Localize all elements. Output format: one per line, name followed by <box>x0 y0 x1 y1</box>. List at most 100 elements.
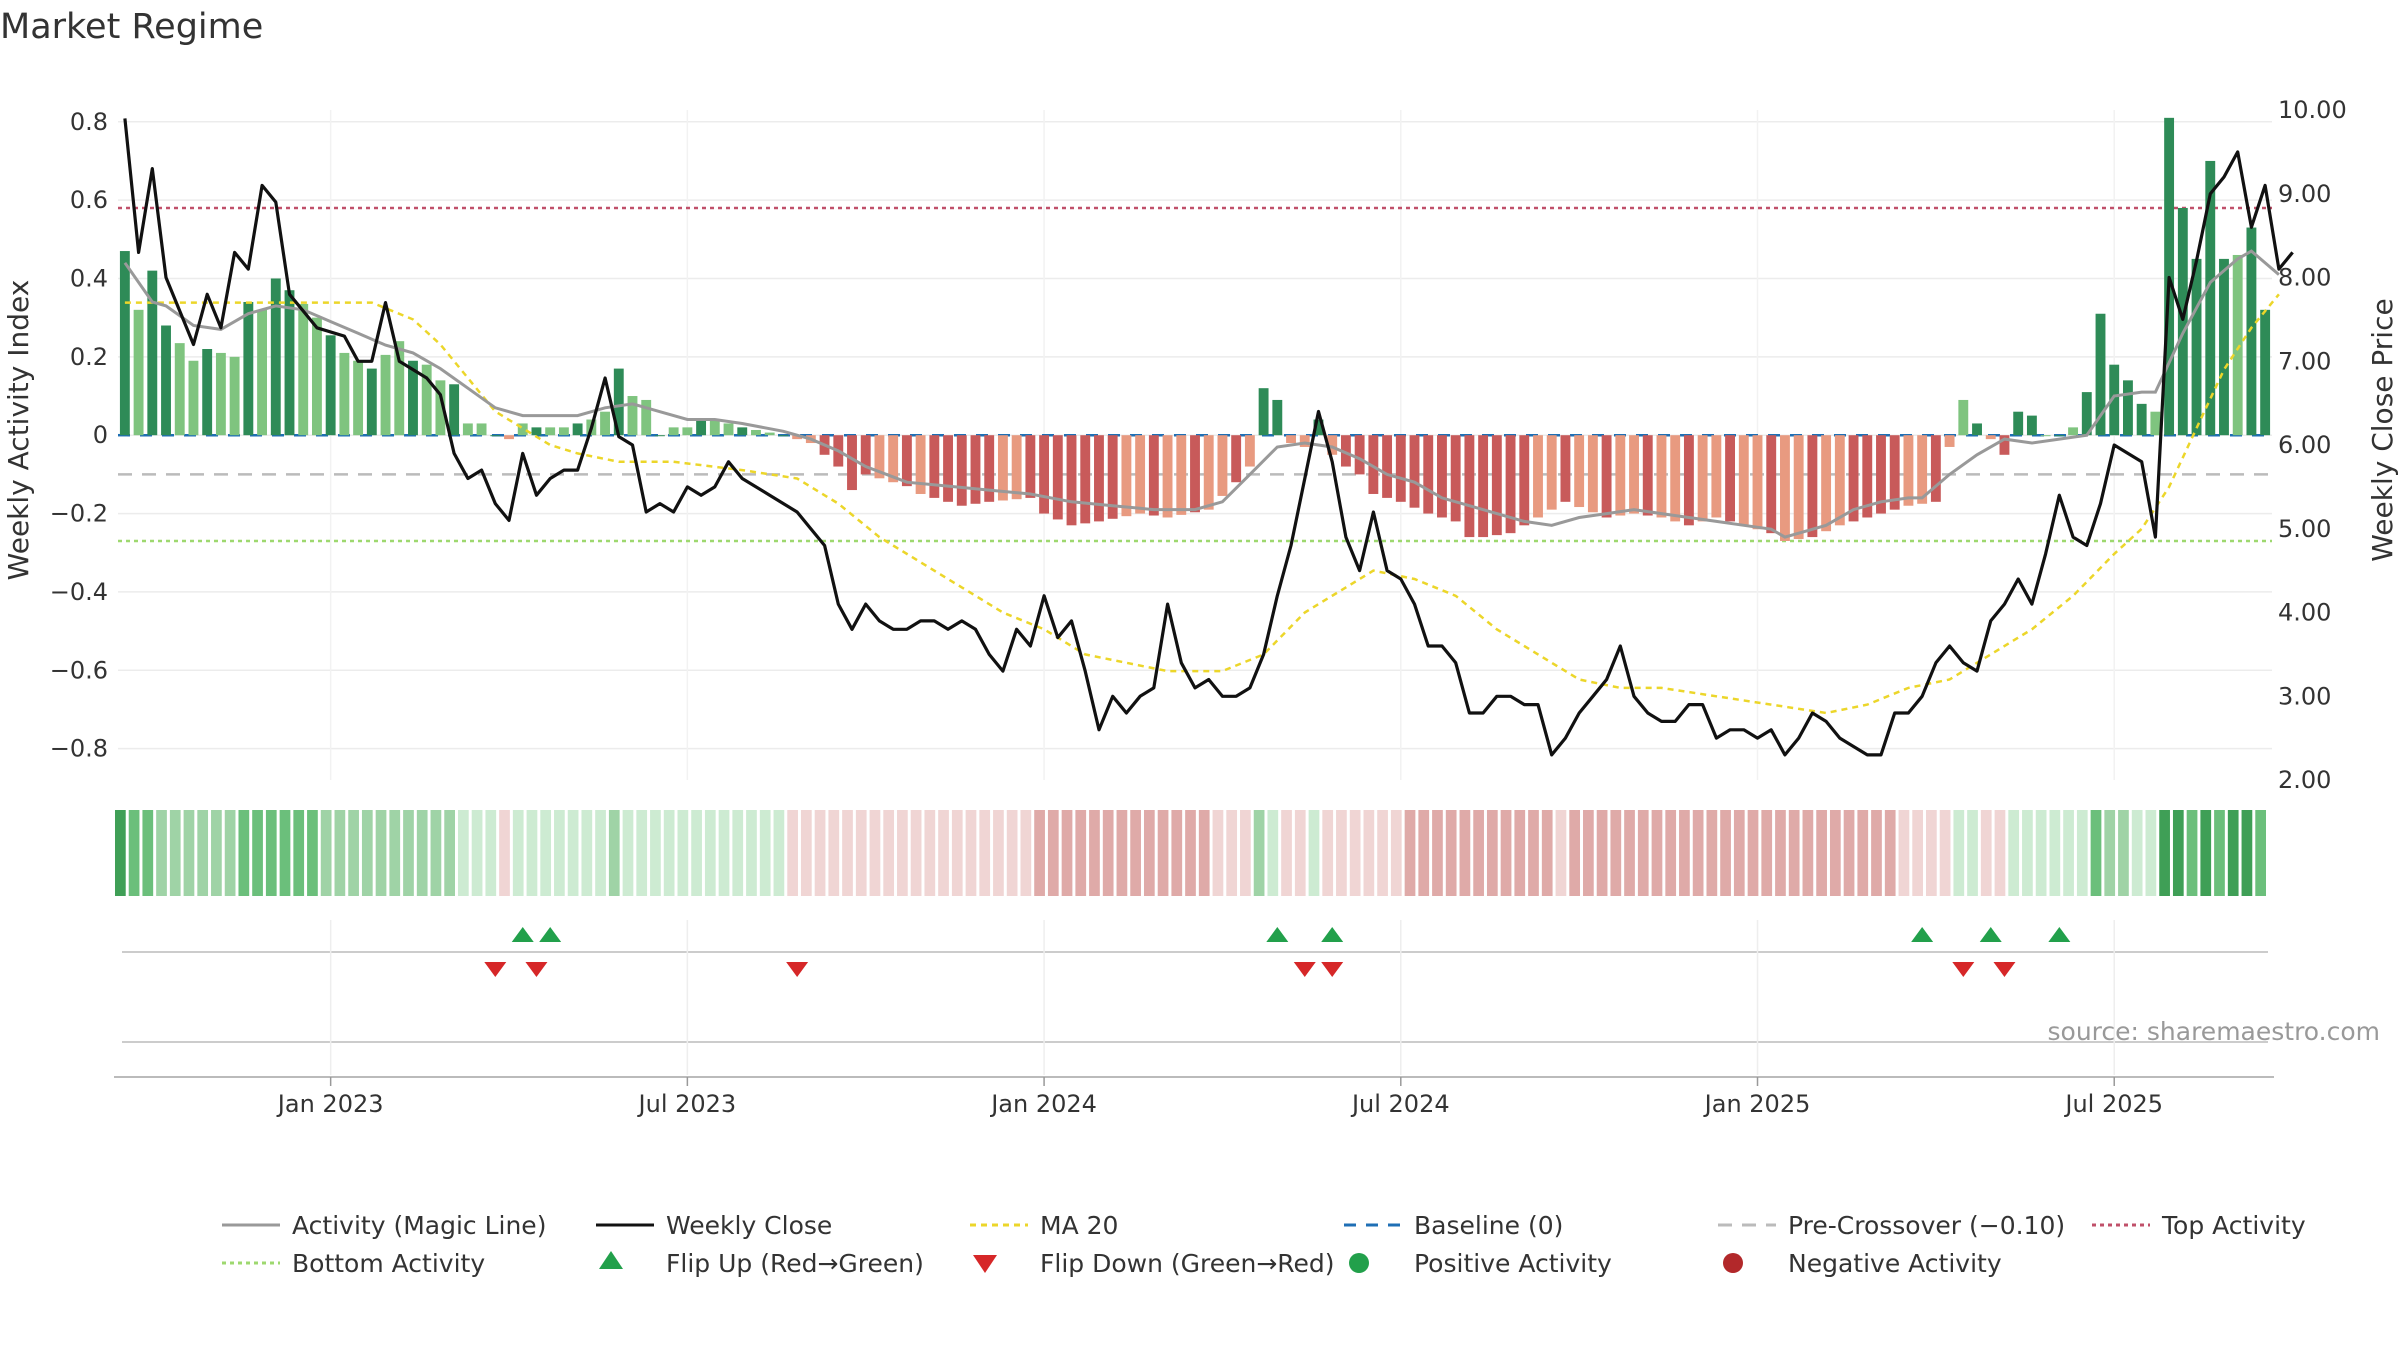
activity-bar <box>2026 415 2037 436</box>
activity-bar <box>1615 435 1626 516</box>
legend-label: Baseline (0) <box>1414 1211 1563 1240</box>
regime-heat-strip <box>115 810 2266 896</box>
activity-bar <box>1231 435 1242 483</box>
regime-cell <box>1157 810 1169 896</box>
activity-bar <box>1217 435 1228 496</box>
activity-bar <box>1286 435 1296 444</box>
dot-legend-icon <box>1349 1253 1369 1273</box>
regime-cell <box>1075 810 1087 896</box>
regime-cell <box>540 810 552 896</box>
regime-cell <box>1692 810 1704 896</box>
activity-bar <box>970 435 981 504</box>
activity-bar <box>1629 435 1639 514</box>
activity-bar <box>188 360 199 436</box>
activity-bar <box>1491 435 1502 536</box>
dot-legend-icon <box>1723 1253 1743 1273</box>
activity-bar <box>1135 435 1146 514</box>
activity-bar <box>1930 435 1941 502</box>
activity-bar <box>1203 435 1214 510</box>
regime-cell <box>307 810 318 896</box>
regime-cell <box>1198 810 1210 896</box>
activity-bar <box>888 435 899 483</box>
regime-cell <box>1953 810 1965 896</box>
activity-bar <box>353 360 364 436</box>
regime-cell <box>2172 810 2184 896</box>
chart-title: Market Regime <box>0 7 263 47</box>
activity-bar <box>1670 435 1681 522</box>
regime-cell <box>293 810 305 896</box>
regime-cell <box>581 810 593 896</box>
regime-cell <box>499 810 510 896</box>
regime-cell <box>1281 810 1292 896</box>
regime-cell <box>1541 810 1553 896</box>
activity-bar <box>2136 403 2147 436</box>
regime-cell <box>1171 810 1183 896</box>
left-tick-label: −0.6 <box>50 656 108 684</box>
left-tick-label: 0.8 <box>70 108 108 136</box>
activity-bar <box>696 419 707 436</box>
regime-cell <box>1747 810 1759 896</box>
x-tick-label: Jan 2023 <box>276 1090 384 1118</box>
activity-bar <box>215 352 226 436</box>
activity-bar <box>682 427 693 436</box>
activity-bar <box>943 435 953 502</box>
regime-cell <box>471 810 483 896</box>
right-tick-label: 8.00 <box>2278 264 2331 292</box>
regime-cell <box>1418 810 1430 896</box>
activity-bar <box>2205 160 2216 436</box>
regime-cell <box>650 810 661 896</box>
activity-bar <box>874 435 885 479</box>
regime-cell <box>718 810 730 896</box>
regime-cell <box>2227 810 2239 896</box>
regime-cell <box>622 810 634 896</box>
activity-bar <box>1601 435 1612 518</box>
activity-bar <box>1752 435 1763 530</box>
right-tick-label: 7.00 <box>2278 347 2331 375</box>
regime-cell <box>2159 810 2170 896</box>
regime-cell <box>814 810 826 896</box>
activity-bar <box>1533 435 1543 518</box>
regime-cell <box>265 810 277 896</box>
regime-cell <box>759 810 771 896</box>
regime-cell <box>1226 810 1238 896</box>
activity-bar <box>1368 435 1379 494</box>
activity-bar <box>1958 399 1969 436</box>
flip-up-marker <box>1979 927 2002 942</box>
regime-cell <box>1857 810 1869 896</box>
ma20-line <box>124 293 2280 715</box>
regime-cell <box>787 810 798 896</box>
regime-cell <box>869 810 881 896</box>
activity-bar <box>1478 435 1489 538</box>
regime-cell <box>924 810 936 896</box>
regime-cell <box>1006 810 1018 896</box>
activity-bar <box>1258 388 1269 436</box>
regime-cell <box>842 810 853 896</box>
regime-cell <box>1816 810 1827 896</box>
activity-bar <box>929 435 940 498</box>
activity-bar <box>531 427 542 436</box>
activity-bar <box>2150 411 2161 436</box>
activity-bar <box>1999 435 2010 455</box>
activity-bar <box>1121 435 1132 517</box>
left-tick-label: 0.4 <box>70 264 108 292</box>
legend-label: Positive Activity <box>1414 1249 1612 1278</box>
regime-cell <box>1788 810 1800 896</box>
activity-bar <box>1519 435 1530 526</box>
regime-cell <box>1390 810 1402 896</box>
regime-cell <box>2131 810 2143 896</box>
activity-bar <box>1190 435 1200 513</box>
activity-bar <box>1080 435 1091 524</box>
activity-bar <box>161 325 171 436</box>
flip-up-marker <box>1321 927 1344 942</box>
regime-cell <box>1185 810 1196 896</box>
regime-cell <box>1665 810 1677 896</box>
activity-bar <box>1766 435 1777 534</box>
activity-bar <box>1354 435 1365 475</box>
activity-bar <box>572 423 583 436</box>
regime-cell <box>1445 810 1457 896</box>
activity-bar <box>2109 364 2120 436</box>
activity-bar <box>751 429 761 436</box>
regime-cell <box>2035 810 2047 896</box>
activity-bar <box>792 435 803 440</box>
activity-bar <box>421 364 432 436</box>
